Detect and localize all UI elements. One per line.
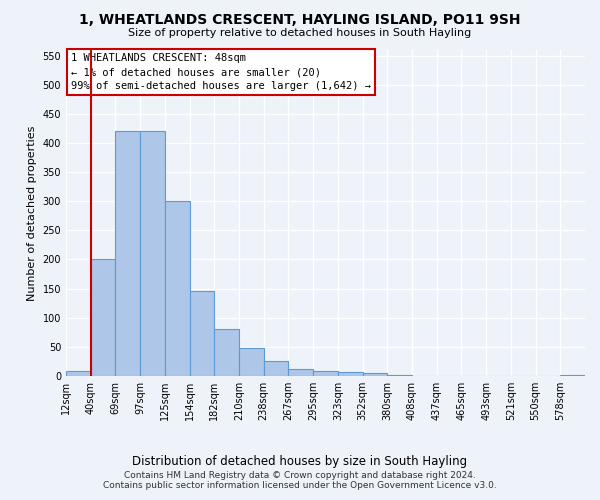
Bar (190, 292, 214, 376)
Bar (239, 348, 264, 376)
Text: Contains HM Land Registry data © Crown copyright and database right 2024.
Contai: Contains HM Land Registry data © Crown c… (103, 470, 497, 490)
Bar (214, 329, 239, 376)
Bar (66, 371, 91, 376)
Bar (313, 371, 338, 376)
Bar (115, 132, 140, 376)
Bar (91, 260, 115, 376)
Bar (264, 361, 289, 376)
Text: 1, WHEATLANDS CRESCENT, HAYLING ISLAND, PO11 9SH: 1, WHEATLANDS CRESCENT, HAYLING ISLAND, … (79, 12, 521, 26)
Bar (560, 374, 585, 376)
Text: Size of property relative to detached houses in South Hayling: Size of property relative to detached ho… (128, 28, 472, 38)
Text: Distribution of detached houses by size in South Hayling: Distribution of detached houses by size … (133, 455, 467, 468)
Bar (338, 372, 362, 376)
Bar (289, 369, 313, 376)
Text: 1 WHEATLANDS CRESCENT: 48sqm
← 1% of detached houses are smaller (20)
99% of sem: 1 WHEATLANDS CRESCENT: 48sqm ← 1% of det… (71, 54, 371, 92)
Bar (362, 373, 388, 376)
Bar (388, 374, 412, 376)
Bar (165, 201, 190, 376)
Y-axis label: Number of detached properties: Number of detached properties (27, 125, 37, 300)
Bar (140, 132, 165, 376)
